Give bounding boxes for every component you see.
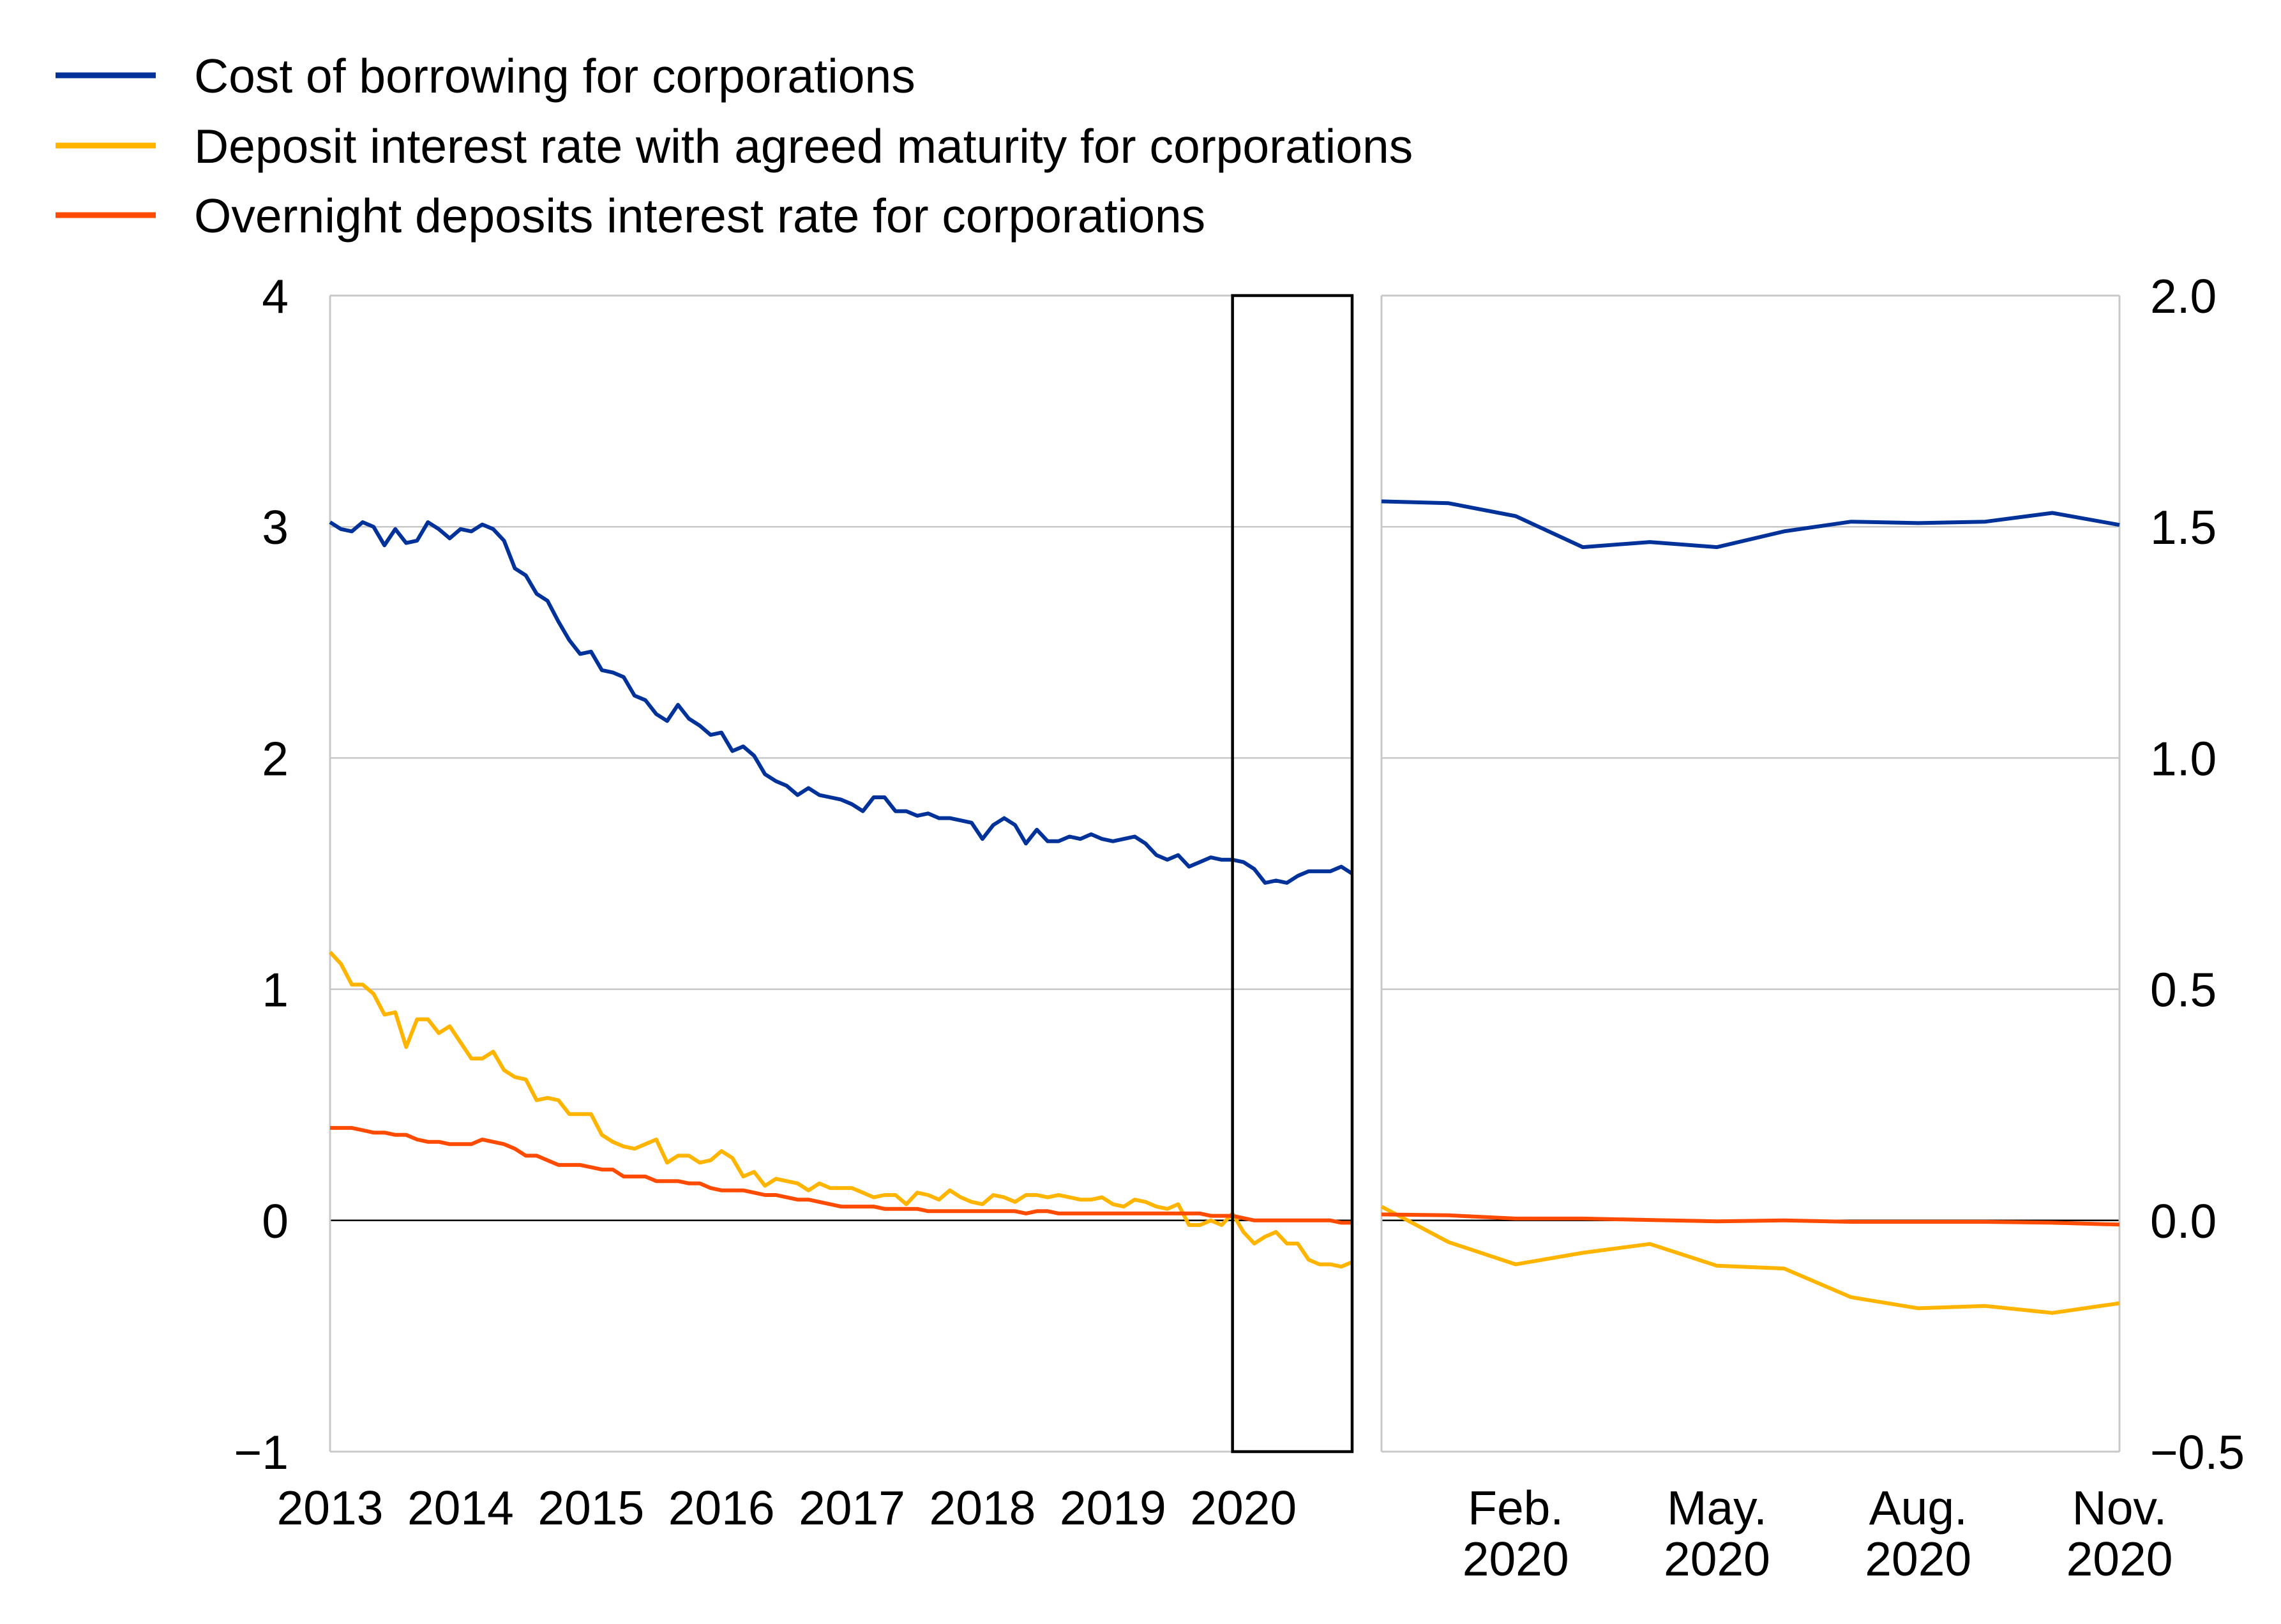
y-tick-label: −1 xyxy=(234,1425,289,1479)
right-y-axis-labels: 2.0 1.5 1.0 0.5 0.0 −0.5 xyxy=(2150,269,2245,1479)
x-tick-label: 2016 xyxy=(668,1481,775,1535)
legend-item: Cost of borrowing for corporations xyxy=(56,49,915,103)
left-panel: 4 3 2 1 0 −1 2013 2014 2015 2016 2017 2018 2019 2020 xyxy=(234,269,1354,1535)
zoom-highlight-rect xyxy=(1231,294,1354,1454)
y-tick-label: 2 xyxy=(262,732,289,785)
y-tick-label: 2.0 xyxy=(2150,269,2217,323)
zoom-highlight-box xyxy=(1231,294,1354,1454)
x-tick-label: 2019 xyxy=(1060,1481,1166,1535)
series-line-deposit-agreed-maturity xyxy=(1380,1205,2120,1315)
x-tick-label-month: Aug. xyxy=(1869,1481,1968,1535)
x-tick-label: 2017 xyxy=(799,1481,905,1535)
x-tick-label-year: 2020 xyxy=(1463,1532,1569,1586)
x-tick-label: 2015 xyxy=(538,1481,644,1535)
x-tick-label-month: May. xyxy=(1667,1481,1767,1535)
y-tick-label: 1.0 xyxy=(2150,732,2217,785)
y-tick-label: 1.5 xyxy=(2150,500,2217,554)
right-series xyxy=(1380,499,2120,1315)
y-tick-label: 0.5 xyxy=(2150,963,2217,1017)
y-tick-label: 0.0 xyxy=(2150,1194,2217,1248)
legend-label: Overnight deposits interest rate for cor… xyxy=(194,189,1205,243)
left-x-axis-labels: 2013 2014 2015 2016 2017 2018 2019 2020 xyxy=(277,1481,1297,1535)
x-tick-label-month: Nov. xyxy=(2072,1481,2167,1535)
legend-label: Deposit interest rate with agreed maturi… xyxy=(194,119,1413,173)
series-line-cost-of-borrowing xyxy=(1381,499,2120,550)
x-tick-label-year: 2020 xyxy=(1865,1532,1971,1586)
series-line-overnight-deposits xyxy=(330,1125,1352,1225)
left-y-axis-labels: 4 3 2 1 0 −1 xyxy=(234,269,289,1479)
legend-item: Deposit interest rate with agreed maturi… xyxy=(56,119,1413,173)
right-plot-frame xyxy=(1380,294,2121,1453)
legend-label: Cost of borrowing for corporations xyxy=(194,49,915,103)
left-gridlines xyxy=(330,525,1352,1222)
left-plot-frame xyxy=(329,294,1353,1453)
x-tick-label-year: 2020 xyxy=(1664,1532,1770,1586)
x-tick-label: 2014 xyxy=(407,1481,514,1535)
x-tick-label: 2018 xyxy=(929,1481,1035,1535)
y-tick-label: 3 xyxy=(262,500,289,554)
y-tick-label: 1 xyxy=(262,963,289,1017)
x-tick-label-month: Feb. xyxy=(1468,1481,1563,1535)
y-tick-label: 4 xyxy=(262,269,289,323)
series-line-deposit-agreed-maturity xyxy=(328,951,1353,1269)
y-tick-label: 0 xyxy=(262,1194,289,1248)
x-tick-label: 2013 xyxy=(277,1481,384,1535)
right-gridlines xyxy=(1381,525,2119,1222)
y-tick-label: −0.5 xyxy=(2150,1425,2245,1479)
series-line-overnight-deposits xyxy=(1381,1212,2120,1227)
x-tick-label: 2020 xyxy=(1190,1481,1297,1535)
left-series xyxy=(328,520,1353,1269)
x-tick-label-year: 2020 xyxy=(2066,1532,2173,1586)
legend-item: Overnight deposits interest rate for cor… xyxy=(56,189,1205,243)
legend: Cost of borrowing for corporations Depos… xyxy=(56,49,1413,243)
right-panel: 2.01.51.00.50.0−0.5 Feb.2020May.2020Aug.… xyxy=(1380,269,2245,1586)
series-line-cost-of-borrowing xyxy=(329,520,1353,885)
